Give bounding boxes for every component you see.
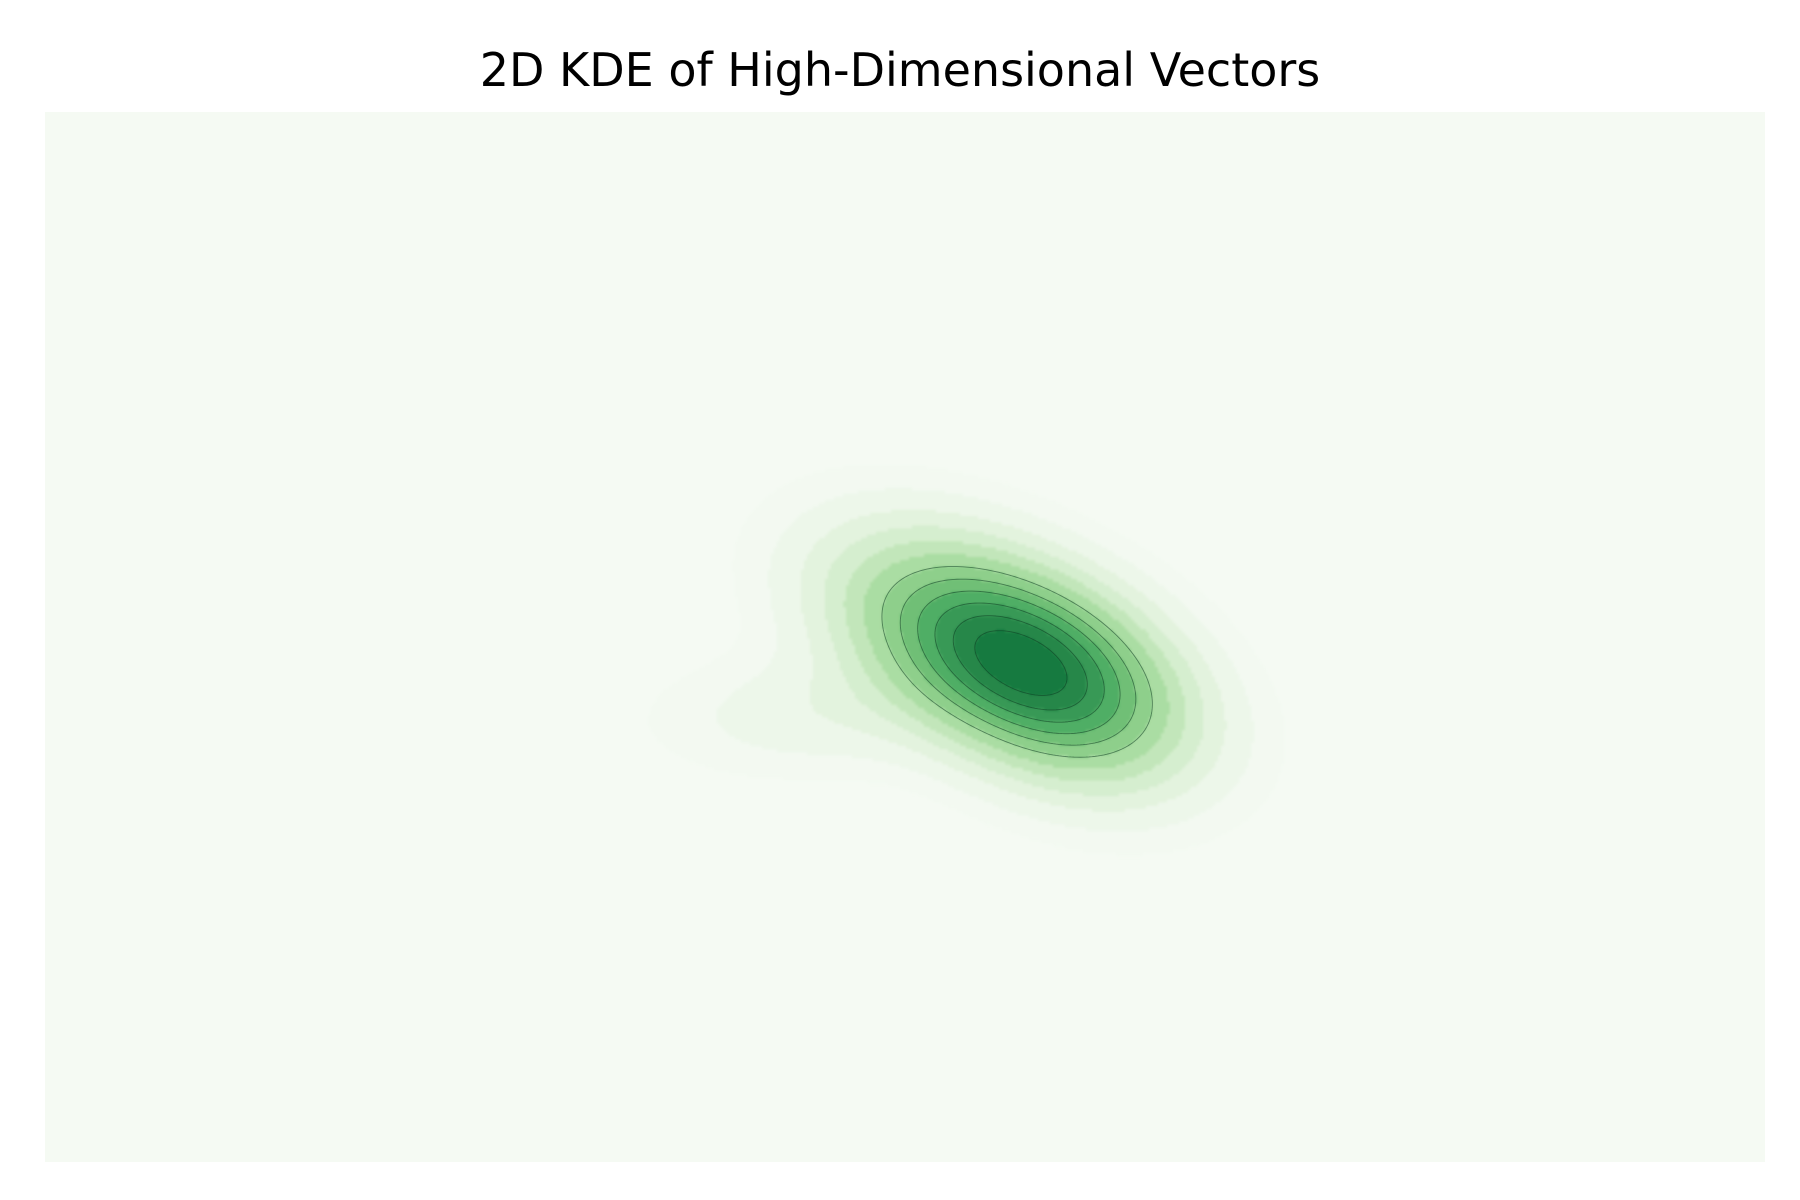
density-band-12 bbox=[975, 629, 1068, 696]
density-contour-11 bbox=[952, 615, 1088, 711]
density-contour-10 bbox=[934, 602, 1105, 723]
density-contour-lines bbox=[881, 566, 1153, 758]
density-fills bbox=[648, 465, 1284, 857]
density-contour-9 bbox=[917, 590, 1121, 735]
chart-title: 2D KDE of High-Dimensional Vectors bbox=[479, 43, 1321, 97]
density-contour-8 bbox=[899, 578, 1137, 746]
density-contour-12 bbox=[974, 630, 1068, 696]
density-contour-7 bbox=[881, 566, 1153, 758]
